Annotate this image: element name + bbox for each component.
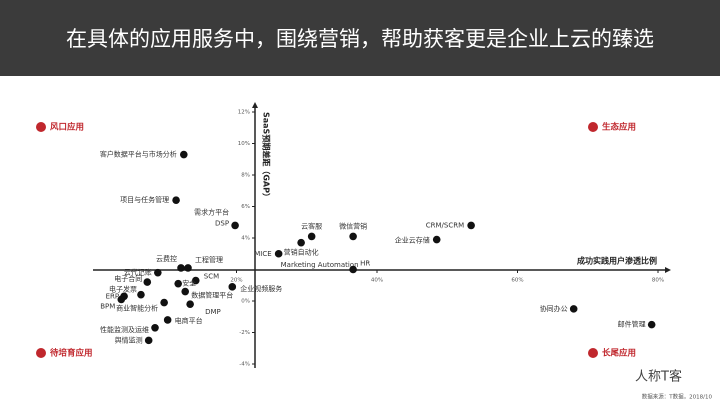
point-label: 需求方平台 DSP — [194, 207, 229, 227]
point-label: MICEMarketing Automation — [254, 250, 358, 269]
point — [144, 336, 153, 345]
point-label: 性能监测及运维 — [100, 325, 149, 334]
y-axis-arrow — [252, 102, 258, 108]
y-axis-label: SaaS预期差距（GAP） — [262, 112, 272, 201]
watermark: 人称T客 — [635, 369, 682, 385]
y-tick-label: 4% — [241, 236, 250, 242]
point-label: 项目与任务管理 — [120, 195, 169, 204]
point-label: 客户数据平台与市场分析 — [100, 150, 177, 159]
point — [154, 268, 162, 277]
y-tick-label: 6% — [241, 204, 250, 210]
x-tick-label: 80% — [652, 278, 664, 284]
point — [181, 287, 190, 296]
point — [177, 264, 185, 272]
x-tick-label: 40% — [371, 278, 383, 284]
point-label: 商业智能分析 — [116, 304, 158, 313]
point — [349, 232, 357, 241]
point-label: 协同办公 — [540, 304, 568, 313]
point — [191, 276, 200, 285]
point-label: 电子发票 — [109, 285, 137, 294]
y-tick-label: 12% — [238, 110, 250, 116]
point-label: 云费控 — [156, 254, 177, 263]
point — [160, 298, 168, 307]
point — [432, 235, 441, 244]
quadrant-icon — [36, 348, 46, 358]
point — [647, 320, 656, 329]
point-label: BPM — [100, 302, 115, 310]
point — [163, 316, 172, 324]
point — [307, 232, 316, 241]
point — [467, 221, 475, 230]
point — [151, 323, 159, 332]
quadrant-label: 待培育应用 — [49, 348, 93, 359]
quadrant-label: 长尾应用 — [602, 348, 636, 359]
point-label: 工程管理 — [195, 255, 223, 264]
quadrant-label: 生态应用 — [602, 122, 636, 133]
point — [569, 305, 578, 313]
point-label: HR — [360, 260, 370, 268]
point — [174, 279, 182, 288]
point-label: 云客服 — [301, 221, 322, 230]
x-axis-arrow — [665, 267, 671, 273]
point-label: 数据管理平台 — [191, 291, 233, 300]
header-title: 在具体的应用服务中，围绕营销，帮助获客更是企业上云的臻选 — [66, 27, 654, 51]
quadrant-icon — [588, 122, 598, 132]
y-tick-label: -4% — [239, 362, 250, 368]
x-tick-label: 60% — [511, 278, 523, 284]
point-label: 安全 — [182, 279, 196, 288]
source: 数据来源：T数据，2018/10 — [642, 393, 713, 401]
point-label: ERP — [106, 292, 120, 300]
y-tick-label: -2% — [239, 330, 250, 336]
point-label: 微信营销 — [339, 221, 367, 230]
point-label: 企业视频服务 — [240, 284, 282, 293]
point-label: 舆情监测 — [115, 335, 143, 344]
point — [137, 290, 145, 299]
quadrant-icon — [36, 122, 46, 132]
point-label: DMP — [205, 308, 221, 316]
point — [184, 264, 192, 272]
point — [297, 238, 305, 247]
point-label: 邮件管理 — [618, 320, 646, 329]
quadrant-icon — [588, 348, 598, 358]
point-label: 云代记账 — [124, 268, 152, 277]
quadrant-label: 风口应用 — [50, 122, 84, 133]
point — [186, 300, 194, 308]
y-tick-label: 8% — [241, 173, 250, 179]
point — [231, 221, 239, 230]
point — [143, 278, 152, 286]
y-tick-label: 10% — [238, 141, 250, 147]
point — [228, 283, 237, 291]
point — [117, 295, 126, 304]
point-label: 企业云存储 — [395, 236, 430, 245]
point — [180, 150, 188, 159]
point-label: 电子合同 — [114, 274, 142, 283]
point-label: 营销自动化 — [284, 248, 319, 257]
x-tick-label: 20% — [230, 278, 242, 284]
point-label: CRM/SCRM — [426, 221, 464, 229]
point — [274, 249, 283, 258]
point — [172, 196, 180, 204]
point-label: SCM — [204, 273, 219, 281]
point-label: 电商平台 — [175, 316, 203, 325]
point — [349, 265, 357, 274]
header-band — [0, 0, 720, 76]
y-tick-label: 0% — [241, 299, 250, 305]
x-axis-label: 成功实践用户渗透比例 — [577, 256, 657, 266]
